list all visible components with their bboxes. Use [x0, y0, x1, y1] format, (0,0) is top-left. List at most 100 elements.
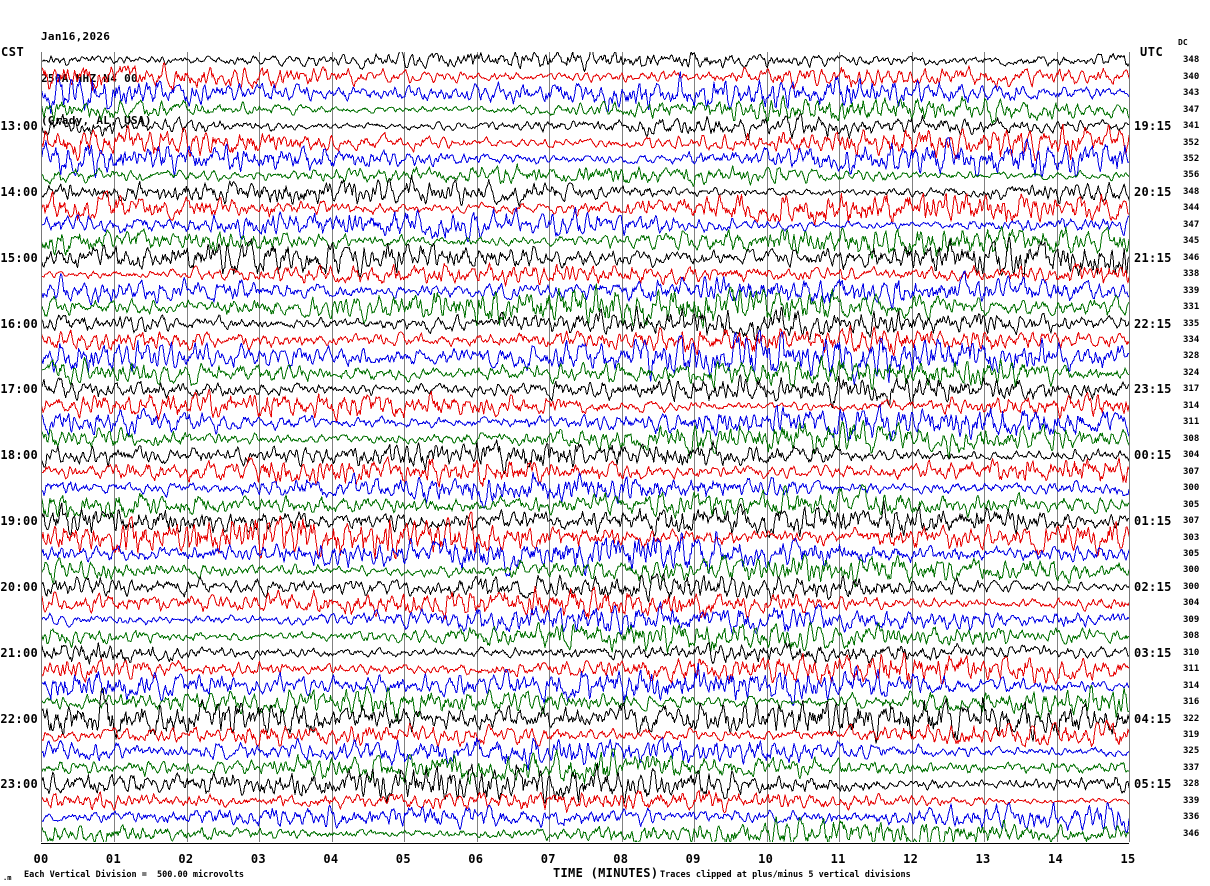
seismic-trace — [42, 573, 1129, 603]
trace-row — [42, 652, 1129, 685]
x-axis-tick-label: 11 — [830, 852, 846, 866]
dc-value: 310 — [1183, 647, 1200, 658]
dc-value: 348 — [1183, 186, 1200, 197]
seismic-trace — [42, 329, 1129, 386]
dc-value: 337 — [1183, 762, 1200, 773]
dc-value: 335 — [1183, 318, 1200, 329]
trace-row — [42, 305, 1129, 342]
seismic-trace — [42, 601, 1129, 636]
dc-value: 300 — [1183, 581, 1200, 592]
seismic-trace — [42, 684, 1129, 723]
dc-value: 319 — [1183, 730, 1200, 741]
dc-value: 356 — [1183, 170, 1200, 181]
utc-hour-label: 19:15 — [1134, 119, 1172, 134]
x-axis-tick-label: 03 — [250, 852, 266, 866]
trace-row — [42, 355, 1129, 391]
seismic-trace — [42, 62, 1129, 93]
seismic-trace — [42, 748, 1129, 785]
seismic-trace — [42, 419, 1129, 459]
seismic-trace — [42, 652, 1129, 685]
utc-hour-label: 22:15 — [1134, 316, 1172, 331]
dc-value: 325 — [1183, 746, 1200, 757]
seismic-trace — [42, 270, 1129, 309]
utc-hour-label: 20:15 — [1134, 184, 1172, 199]
seismic-trace — [42, 471, 1129, 509]
cst-hour-label: 16:00 — [0, 316, 38, 331]
dc-value: 343 — [1183, 88, 1200, 99]
seismic-trace — [42, 719, 1129, 748]
utc-hour-label: 01:15 — [1134, 514, 1172, 529]
dc-value: 347 — [1183, 104, 1200, 115]
x-axis-ticks — [41, 842, 1129, 856]
utc-hour-label: 00:15 — [1134, 448, 1172, 463]
seismic-trace — [42, 687, 1129, 744]
trace-row — [42, 737, 1129, 771]
seismic-trace — [42, 790, 1129, 814]
dc-value: 309 — [1183, 614, 1200, 625]
seismic-trace — [42, 456, 1129, 488]
seismic-trace — [42, 511, 1129, 560]
trace-row — [42, 748, 1129, 785]
dc-value: 305 — [1183, 548, 1200, 559]
seismic-trace — [42, 439, 1129, 474]
seismogram-plot[interactable] — [41, 52, 1130, 842]
trace-row — [42, 553, 1129, 588]
trace-row — [42, 719, 1129, 748]
trace-row — [42, 137, 1129, 178]
footer-scale-note: Each Vertical Division = 500.00 microvol… — [24, 870, 245, 880]
dc-value: 339 — [1183, 285, 1200, 296]
dc-value: 322 — [1183, 713, 1200, 724]
trace-row — [42, 374, 1129, 409]
trace-row — [42, 62, 1129, 93]
seismic-trace — [42, 585, 1129, 620]
seismic-trace — [42, 137, 1129, 178]
trace-row — [42, 687, 1129, 744]
trace-row — [42, 790, 1129, 814]
trace-row — [42, 585, 1129, 620]
header-date: Jan16,2026 — [41, 30, 111, 43]
x-axis-title: TIME (MINUTES) — [553, 866, 659, 880]
dc-value: 300 — [1183, 483, 1200, 494]
cst-hour-label: 19:00 — [0, 514, 38, 529]
seismic-trace — [42, 553, 1129, 588]
cst-hour-label: 13:00 — [0, 119, 38, 134]
x-axis-tick-label: 13 — [975, 852, 991, 866]
dc-value: 344 — [1183, 203, 1200, 214]
seismic-trace — [42, 52, 1129, 73]
seismic-trace — [42, 762, 1129, 805]
seismic-trace — [42, 206, 1129, 243]
trace-row — [42, 511, 1129, 560]
trace-row — [42, 403, 1129, 443]
trace-row — [42, 236, 1129, 278]
trace-row — [42, 113, 1129, 140]
cst-hour-label: 18:00 — [0, 448, 38, 463]
trace-row — [42, 601, 1129, 636]
x-axis-tick-label: 01 — [105, 852, 121, 866]
dc-value: 352 — [1183, 137, 1200, 148]
left-timezone-label: CST — [1, 45, 25, 59]
utc-hour-label: 05:15 — [1134, 777, 1172, 792]
trace-row — [42, 684, 1129, 723]
dc-value: 338 — [1183, 269, 1200, 280]
dc-value: 346 — [1183, 828, 1200, 839]
dc-value: 328 — [1183, 779, 1200, 790]
trace-row — [42, 419, 1129, 459]
x-axis-tick-label: 09 — [685, 852, 701, 866]
trace-row — [42, 71, 1129, 115]
seismic-trace — [42, 283, 1129, 329]
dc-value: 303 — [1183, 532, 1200, 543]
utc-hour-label: 23:15 — [1134, 382, 1172, 397]
seismic-trace — [42, 123, 1129, 162]
seismic-trace — [42, 71, 1129, 115]
dc-value: 339 — [1183, 795, 1200, 806]
footer-clip-note: Traces clipped at plus/minus 5 vertical … — [660, 870, 911, 880]
seismogram-canvas — [42, 52, 1129, 842]
trace-row — [42, 816, 1129, 842]
trace-row — [42, 456, 1129, 488]
trace-row — [42, 329, 1129, 386]
seismic-trace — [42, 95, 1129, 125]
dc-column-header: DC — [1178, 38, 1188, 47]
dc-value: 311 — [1183, 417, 1200, 428]
trace-row — [42, 283, 1129, 329]
